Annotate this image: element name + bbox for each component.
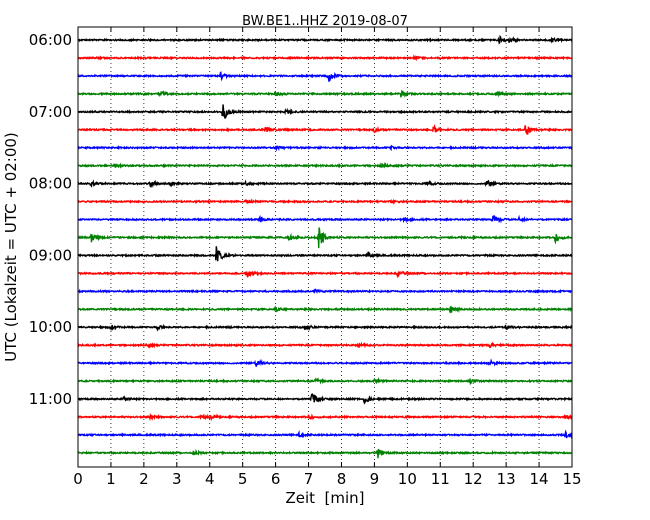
trace-6 — [77, 144, 573, 152]
trace-23 — [77, 448, 573, 459]
trace-5 — [77, 123, 573, 136]
trace-1 — [77, 54, 573, 62]
x-tick-label: 4 — [205, 470, 215, 488]
y-axis-ticks: 06:00 07:00 08:00 09:00 10:00 11:00 — [29, 31, 572, 408]
trace-8 — [77, 179, 573, 188]
x-axis-label: Zeit [min] — [285, 489, 364, 507]
trace-17 — [77, 341, 573, 349]
traces — [77, 34, 573, 459]
x-tick-label: 15 — [562, 470, 581, 488]
x-tick-label: 12 — [464, 470, 483, 488]
x-tick-label: 6 — [271, 470, 281, 488]
y-tick-label: 09:00 — [29, 246, 72, 264]
x-tick-label: 14 — [530, 470, 549, 488]
trace-18 — [77, 358, 573, 367]
trace-22 — [77, 429, 573, 439]
trace-4 — [77, 104, 573, 119]
trace-16 — [77, 323, 573, 332]
trace-9 — [77, 198, 573, 205]
x-tick-label: 8 — [337, 470, 347, 488]
trace-21 — [77, 412, 573, 422]
trace-13 — [77, 270, 573, 279]
y-tick-label: 07:00 — [29, 103, 72, 121]
trace-19 — [77, 376, 573, 386]
plot-frame — [77, 26, 573, 468]
y-axis-label: UTC (Lokalzeit = UTC + 02:00) — [2, 132, 20, 362]
x-tick-label: 2 — [139, 470, 149, 488]
x-tick-label: 0 — [73, 470, 83, 488]
y-tick-label: 10:00 — [29, 318, 72, 336]
trace-2 — [77, 70, 573, 82]
x-tick-label: 7 — [304, 470, 314, 488]
chart-title: BW.BE1..HHZ 2019-08-07 — [242, 14, 408, 29]
trace-11 — [77, 227, 573, 249]
trace-3 — [77, 89, 573, 98]
trace-12 — [77, 246, 573, 262]
x-tick-label: 9 — [370, 470, 380, 488]
trace-10 — [77, 214, 573, 224]
x-tick-label: 3 — [172, 470, 182, 488]
y-tick-label: 11:00 — [29, 390, 72, 408]
y-tick-label: 08:00 — [29, 175, 72, 193]
x-axis-ticks: 0 1 2 3 4 5 6 7 8 9 10 11 12 13 14 15 — [73, 27, 582, 488]
trace-14 — [77, 288, 573, 294]
trace-20 — [77, 393, 573, 405]
trace-15 — [77, 305, 573, 314]
grid-lines — [110, 27, 540, 467]
x-tick-label: 1 — [106, 470, 116, 488]
trace-0 — [77, 34, 573, 45]
x-tick-label: 10 — [398, 470, 417, 488]
trace-7 — [77, 162, 573, 169]
y-tick-label: 06:00 — [29, 31, 72, 49]
x-tick-label: 5 — [238, 470, 248, 488]
x-tick-label: 13 — [497, 470, 516, 488]
x-tick-label: 11 — [431, 470, 450, 488]
